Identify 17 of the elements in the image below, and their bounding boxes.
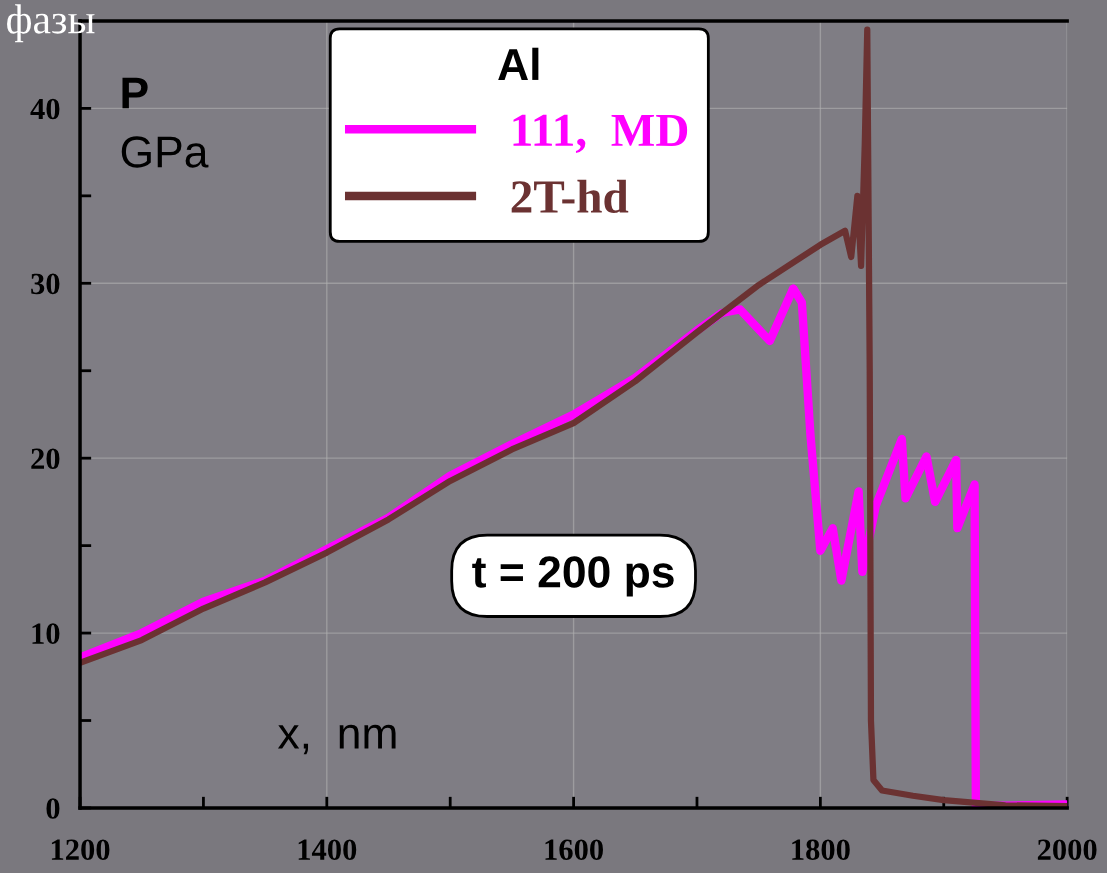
x-tick-label: 1800 [792,839,850,861]
y-tick-label: 30 [31,273,60,295]
x-tick-label: 1400 [298,839,357,861]
x-tick-label: 2000 [1037,839,1097,861]
annotation: фазы [7,4,95,43]
legend-title: Al [498,47,539,80]
y-tick-label: 10 [32,623,60,644]
legend-label: 2T-hd [511,179,629,213]
y-axis-title: P GPa [121,77,209,168]
legend-label: 111, MD [513,114,688,154]
x-tick-label: 1200 [51,839,110,861]
y-tick-label: 0 [46,798,60,819]
y-tick-label: 40 [30,98,60,120]
annotation: t = 200 ps [472,556,674,597]
y-tick-label: 20 [31,448,60,470]
x-axis-title: x, nm [277,724,396,755]
x-tick-label: 1600 [545,839,603,861]
